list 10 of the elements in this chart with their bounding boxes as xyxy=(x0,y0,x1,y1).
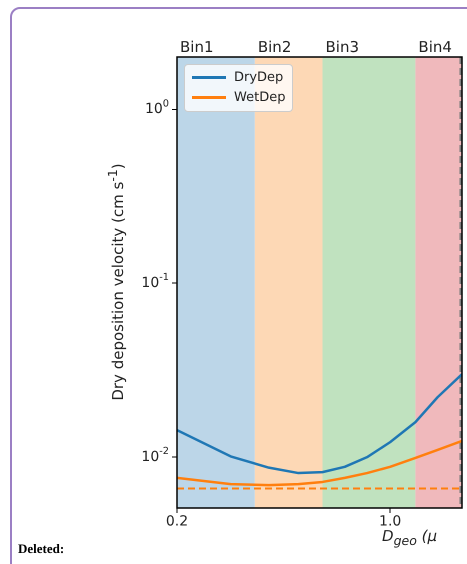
legend-label: WetDep xyxy=(233,89,286,107)
text: Deleted: xyxy=(18,541,64,557)
x-tick-label: 0.2 xyxy=(166,514,188,530)
legend-label: DryDep xyxy=(233,69,284,87)
x-tick-label: 1.0 xyxy=(379,514,402,530)
band-label: Bin3 xyxy=(326,38,360,56)
x-axis-title: D$_{geo}$ (μ xyxy=(382,527,438,548)
band-label: Bin1 xyxy=(180,38,214,56)
band-label: Bin2 xyxy=(258,38,292,56)
band-label: Bin4 xyxy=(418,38,452,56)
